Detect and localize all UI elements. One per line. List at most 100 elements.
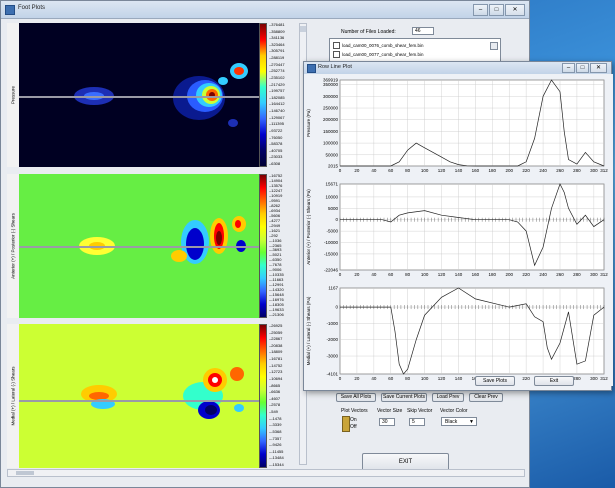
colorbar-tick-label: –4607 — [269, 395, 281, 401]
y-tick-label: 50000 — [325, 152, 338, 157]
x-tick-label: 0 — [339, 376, 342, 381]
save-all-plots-button[interactable]: Save All Plots — [336, 393, 376, 402]
row-line-marker[interactable] — [19, 246, 259, 248]
ap-shear-colorbar-ticks: –16752 –14904 –13576 –12247 –10919 –9591 –8262… — [269, 174, 297, 318]
vector-size-label: Vector Size — [377, 408, 403, 414]
save-plots-button[interactable]: Save Plots — [475, 376, 515, 386]
list-item[interactable]: load_cam00_0076_comb_shear_fem.bin — [333, 42, 424, 49]
colorbar-tick-label: –-11663 — [269, 277, 284, 283]
colorbar-tick-label: –-3339 — [269, 422, 282, 428]
minimize-button[interactable]: – — [562, 63, 575, 73]
maximize-button[interactable]: □ — [489, 4, 504, 16]
y-tick-label: 10000 — [325, 194, 338, 199]
files-loaded-count[interactable]: 46 — [412, 27, 434, 35]
list-item[interactable]: load_cam00_0077_comb_shear_fem.bin — [333, 51, 424, 58]
close-button[interactable]: ✕ — [505, 4, 525, 16]
row-line-marker[interactable] — [19, 400, 259, 402]
x-tick-label: 40 — [371, 376, 377, 381]
colorbar-tick-label: –323464 — [269, 41, 285, 47]
colorbar-tick-label: –16781 — [269, 356, 283, 362]
vector-toggle[interactable] — [342, 416, 350, 432]
colorbar-tick-label: –-9426 — [269, 442, 282, 448]
x-tick-label: 312 — [600, 168, 608, 173]
colorbar-tick-label: –1621 — [269, 227, 281, 233]
x-tick-label: 80 — [405, 168, 411, 173]
file-checkbox[interactable] — [333, 51, 340, 58]
colorbar-tick-label: –23033 — [269, 154, 283, 160]
colorbar-tick-label: –252774 — [269, 68, 285, 74]
row-line-marker[interactable] — [19, 96, 259, 98]
colorbar-tick-label: –9591 — [269, 197, 281, 203]
ap-shear-ylabel: Anterior (+) / Posterior (-) Shears — [10, 213, 16, 279]
colorbar-tick-label: –-7357 — [269, 435, 282, 441]
colorbar-tick-label: –-5021 — [269, 252, 282, 258]
save-current-plots-button[interactable]: Save Current Plots — [381, 393, 427, 402]
colorbar-tick-label: –14752 — [269, 362, 283, 368]
y-tick-label: -22046 — [324, 268, 339, 273]
minimize-button[interactable]: – — [473, 4, 488, 16]
title-bar[interactable]: Foot Plots – □ ✕ — [1, 1, 529, 19]
colorbar-tick-label: –376481 — [269, 22, 285, 27]
list-scroll-arrow-icon[interactable] — [490, 42, 498, 50]
x-tick-label: 280 — [573, 272, 581, 277]
y-axis-label: Medial (+) / Lateral (-) Shears (Pa) — [306, 296, 311, 365]
colorbar-tick-label: –146740 — [269, 108, 285, 114]
colorbar-tick-label: –18809 — [269, 349, 283, 355]
vector-size-input[interactable]: 30 — [379, 418, 395, 426]
y-axis-label: Anterior (+) / Posterior (-) Shears (Pa) — [306, 189, 311, 265]
x-tick-label: 100 — [421, 272, 429, 277]
scroll-thumb[interactable] — [16, 471, 34, 475]
maximize-button[interactable]: □ — [576, 63, 589, 73]
ml-shear-ylabel: Medial (+) / Lateral (-) Shears — [10, 366, 16, 426]
file-checkbox[interactable] — [333, 42, 340, 49]
colorbar-tick-label: –182085 — [269, 94, 285, 100]
x-tick-label: 100 — [421, 168, 429, 173]
colorbar-tick-label: –12723 — [269, 369, 283, 375]
y-tick-label: -3000 — [326, 354, 338, 359]
horizontal-scrollbar[interactable] — [7, 469, 525, 477]
colorbar-tick-label: –6308 — [269, 161, 281, 166]
close-button[interactable]: ✕ — [590, 63, 607, 73]
data-series-line — [340, 183, 605, 267]
y-tick-label: 0 — [335, 305, 338, 310]
pressure-line-chart: 0 20 40 60 80 100 120 140 160 180 200 220 240 260 280 3… — [304, 74, 613, 178]
colorbar-tick-label: –13576 — [269, 182, 283, 188]
x-tick-label: 60 — [388, 168, 394, 173]
colorbar-tick-label: –6636 — [269, 389, 281, 395]
skip-vector-input[interactable]: 5 — [409, 418, 425, 426]
x-tick-label: 20 — [354, 376, 360, 381]
x-tick-label: 180 — [489, 168, 497, 173]
x-tick-label: 0 — [339, 272, 342, 277]
colorbar-tick-label: –6934 — [269, 207, 281, 213]
x-tick-label: 220 — [522, 272, 530, 277]
colorbar-tick-label: –58378 — [269, 141, 283, 147]
colorbar-tick-label: –5606 — [269, 212, 281, 218]
colorbar-tick-label: –199757 — [269, 88, 285, 94]
y-tick-label: 15671 — [325, 182, 338, 187]
x-tick-label: 240 — [539, 272, 547, 277]
row-line-plot-window: Row Line Plot – □ ✕ 0 20 40 60 80 100 120 140 16… — [303, 61, 613, 391]
scroll-thumb[interactable] — [300, 26, 306, 32]
vector-on-label: On — [350, 417, 357, 423]
x-tick-label: 280 — [573, 376, 581, 381]
vector-color-select[interactable]: Black ▼ — [441, 417, 477, 426]
y-tick-label: -1000 — [326, 321, 338, 326]
colorbar-tick-label: –16752 — [269, 173, 283, 178]
colorbar-tick-label: –25059 — [269, 329, 283, 335]
colorbar-tick-label: –76050 — [269, 134, 283, 140]
pressure-colorbar — [259, 23, 267, 167]
x-tick-label: 260 — [556, 168, 564, 173]
x-tick-label: 140 — [455, 272, 463, 277]
exit-button[interactable]: EXIT — [362, 453, 449, 471]
chevron-down-icon: ▼ — [469, 419, 474, 425]
colorbar-tick-label: –-21306 — [269, 312, 284, 317]
pressure-heatmap — [19, 23, 259, 167]
load-prev-button[interactable]: Load Prev — [432, 393, 464, 402]
exit-row-plot-button[interactable]: Exit — [534, 376, 574, 386]
x-tick-label: 312 — [600, 272, 608, 277]
colorbar-tick-label: –-14320 — [269, 287, 284, 293]
colorbar-tick-label: –-12991 — [269, 282, 284, 288]
clear-prev-button[interactable]: Clear Prev — [469, 393, 503, 402]
colorbar-tick-label: –-5368 — [269, 428, 282, 434]
colorbar-tick-label: –-16976 — [269, 297, 284, 303]
